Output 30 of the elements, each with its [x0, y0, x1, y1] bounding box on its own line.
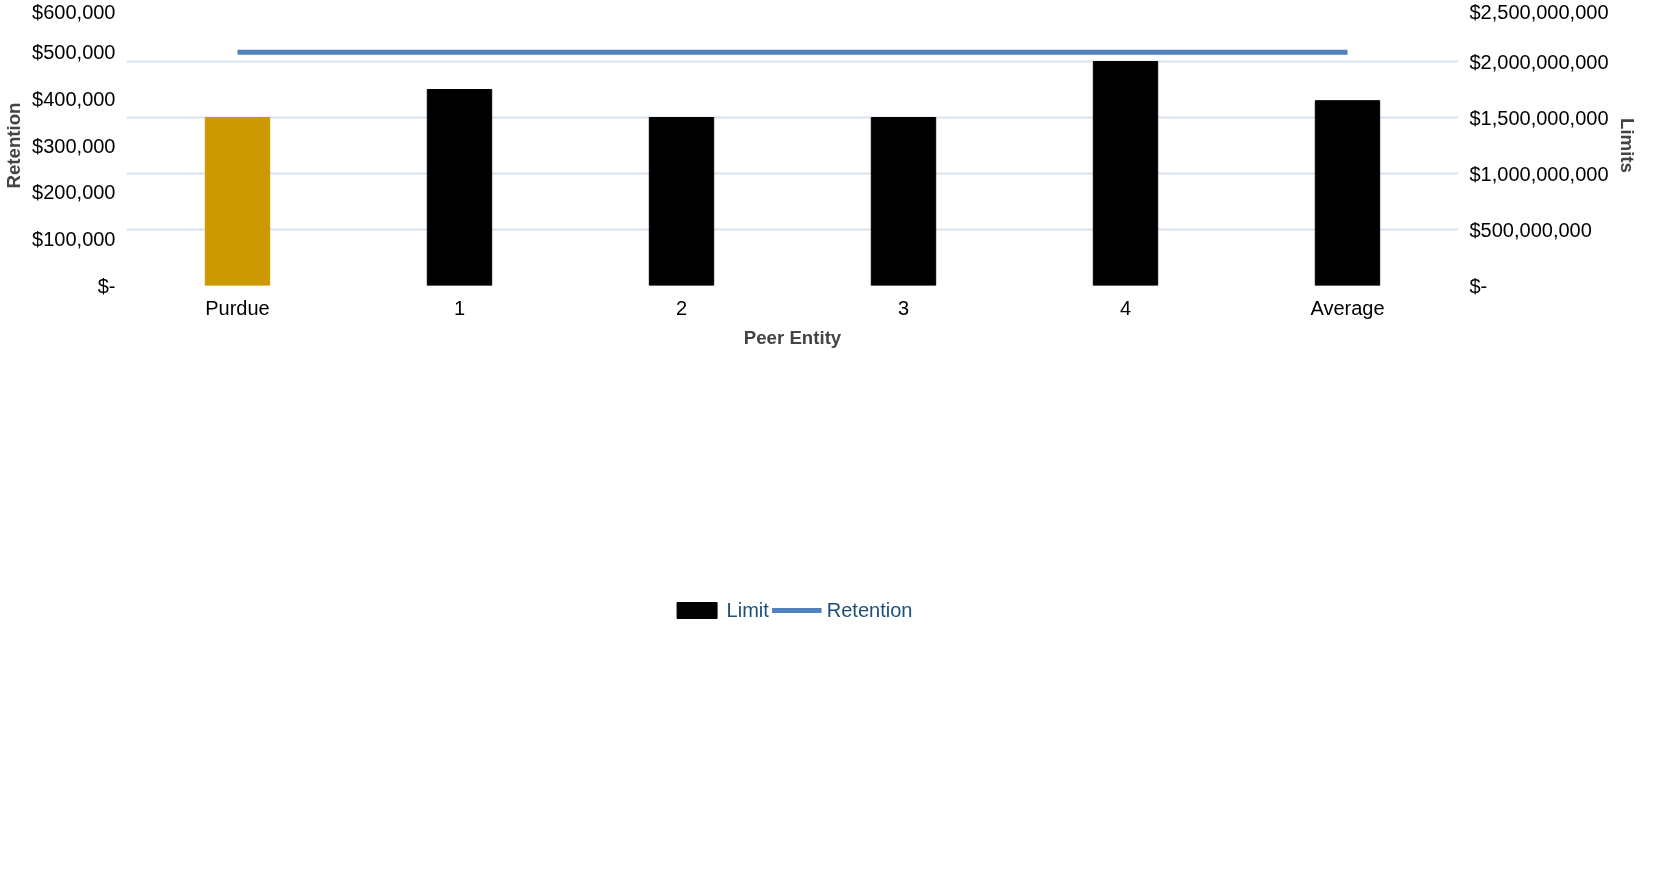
y-tick-label: $- — [97, 274, 116, 297]
x-tick-label: Average — [1310, 296, 1385, 319]
y-tick-label: $200,000 — [32, 181, 116, 204]
y2-tick-label: $1,500,000,000 — [1469, 106, 1609, 129]
legend-label: Retention — [826, 598, 913, 622]
x-tick-label: 2 — [675, 296, 688, 319]
y2-tick-label: $1,000,000,000 — [1469, 162, 1609, 185]
y2-tick-label: $2,500,000,000 — [1469, 0, 1609, 23]
y-tick-label: $600,000 — [32, 0, 116, 23]
bar — [870, 117, 937, 286]
x-tick-label: 4 — [1119, 296, 1132, 319]
bar — [204, 117, 271, 286]
y-tick-label: $400,000 — [32, 87, 116, 110]
y-axis-title: Retention — [3, 102, 25, 189]
x-tick-label: 1 — [453, 296, 466, 319]
bar — [426, 89, 493, 286]
y-tick-label: $500,000 — [32, 41, 116, 64]
y-tick-label: $100,000 — [32, 227, 116, 250]
bar — [1314, 100, 1381, 286]
bar — [1092, 61, 1159, 286]
y2-tick-label: $- — [1469, 274, 1488, 297]
y2-tick-label: $2,000,000,000 — [1469, 50, 1609, 73]
legend-label: Limit — [726, 598, 769, 622]
y2-axis-title: Limits — [1616, 118, 1638, 173]
x-tick-label: Purdue — [205, 296, 270, 319]
y-tick-label: $300,000 — [32, 134, 116, 157]
bar — [648, 117, 715, 286]
y2-tick-label: $500,000,000 — [1469, 218, 1592, 241]
x-axis-title: Peer Entity — [743, 326, 842, 348]
x-tick-label: 3 — [897, 296, 910, 319]
